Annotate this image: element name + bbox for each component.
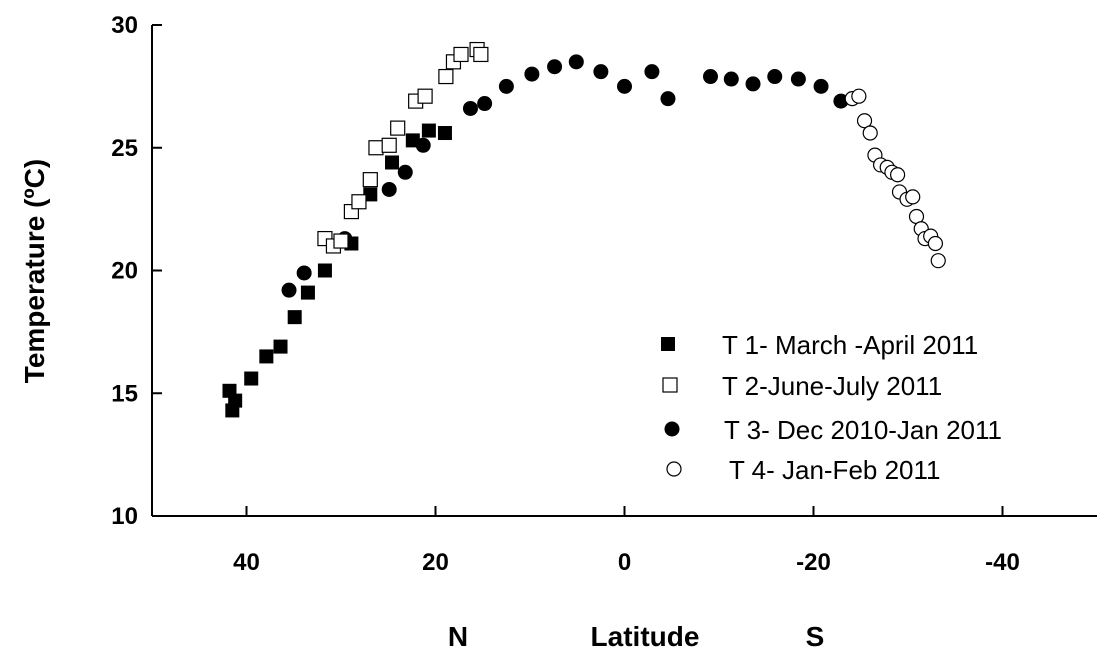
data-point bbox=[905, 189, 921, 205]
data-point bbox=[723, 71, 739, 87]
data-point bbox=[368, 140, 384, 156]
legend-marker bbox=[662, 377, 678, 393]
data-point bbox=[477, 96, 493, 112]
x-axis-title: Latitude bbox=[591, 621, 700, 652]
x-tick-label: 40 bbox=[233, 549, 260, 576]
data-point bbox=[745, 76, 761, 92]
data-point bbox=[617, 78, 632, 94]
data-point bbox=[273, 339, 288, 354]
data-point bbox=[421, 123, 436, 138]
axes: 10 15 20 25 30 40 20 0 -20 -40 bbox=[111, 12, 1097, 576]
data-point bbox=[417, 88, 433, 104]
data-point bbox=[856, 113, 873, 129]
legend-label: T 4- Jan-Feb 2011 bbox=[729, 455, 941, 485]
data-point bbox=[385, 155, 400, 170]
x-tick-label: -20 bbox=[796, 549, 831, 576]
data-point bbox=[890, 167, 906, 183]
data-point bbox=[381, 181, 397, 197]
data-point bbox=[300, 285, 315, 300]
data-point bbox=[593, 64, 609, 80]
data-point bbox=[927, 235, 944, 252]
data-point bbox=[351, 194, 367, 210]
data-point bbox=[228, 393, 243, 408]
legend-marker bbox=[661, 337, 675, 351]
data-point bbox=[568, 54, 584, 70]
data-point bbox=[851, 88, 867, 104]
x-tick-label: -40 bbox=[985, 549, 1020, 576]
data-point bbox=[362, 172, 378, 188]
data-point bbox=[462, 100, 478, 116]
data-point bbox=[259, 349, 274, 364]
data-point bbox=[702, 69, 718, 85]
data-point bbox=[333, 233, 349, 249]
y-tick-label: 15 bbox=[111, 380, 138, 407]
data-point bbox=[438, 68, 454, 85]
data-point bbox=[644, 64, 660, 80]
y-tick-label: 30 bbox=[111, 12, 138, 39]
data-point bbox=[437, 126, 452, 141]
y-tick-label: 20 bbox=[111, 258, 138, 285]
data-point bbox=[363, 187, 378, 202]
legend-label: T 1- March -April 2011 bbox=[722, 330, 978, 360]
x-tick-label: 0 bbox=[618, 549, 631, 576]
y-axis-title: Temperature (ºC) bbox=[19, 159, 50, 383]
data-point bbox=[453, 46, 469, 63]
legend-label: T 2-June-July 2011 bbox=[722, 371, 942, 401]
data-point bbox=[415, 137, 431, 153]
data-point bbox=[660, 91, 676, 107]
data-point bbox=[767, 69, 783, 85]
data-point bbox=[862, 125, 878, 141]
legend: T 1- March -April 2011 T 2-June-July 2011… bbox=[661, 330, 1002, 485]
data-point bbox=[397, 164, 413, 180]
data-point bbox=[390, 120, 406, 136]
legend-label: T 3- Dec 2010-Jan 2011 bbox=[724, 415, 1002, 445]
data-point bbox=[317, 263, 332, 278]
data-point bbox=[281, 282, 297, 298]
x-tick-label: 20 bbox=[422, 549, 449, 576]
x-axis-south-label: S bbox=[806, 621, 825, 652]
data-point bbox=[498, 78, 514, 94]
data-point bbox=[244, 371, 259, 386]
data-point bbox=[813, 78, 829, 94]
y-tick-label: 25 bbox=[111, 135, 138, 162]
data-point bbox=[790, 71, 806, 87]
data-point bbox=[296, 265, 312, 281]
legend-marker bbox=[666, 461, 682, 477]
legend-marker bbox=[664, 421, 680, 437]
data-point bbox=[381, 137, 397, 153]
data-point bbox=[524, 66, 540, 82]
x-axis-north-label: N bbox=[448, 621, 468, 652]
data-point bbox=[287, 310, 302, 325]
data-points bbox=[222, 41, 946, 418]
data-point bbox=[833, 93, 849, 109]
data-point bbox=[930, 253, 946, 269]
data-point bbox=[547, 59, 563, 75]
y-tick-label: 10 bbox=[111, 503, 138, 530]
data-point bbox=[473, 46, 489, 63]
